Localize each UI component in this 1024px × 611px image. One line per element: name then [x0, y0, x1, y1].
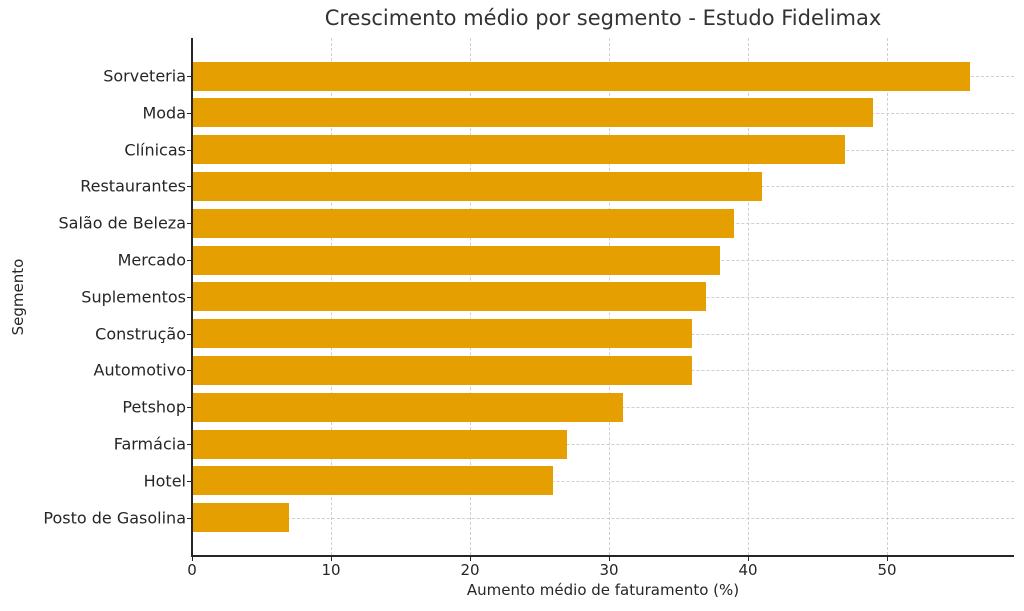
y-tick-label: Construção — [95, 324, 186, 344]
y-tick — [187, 407, 192, 409]
bar-automotivo — [192, 355, 693, 385]
bar-posto-de-gasolina — [192, 503, 290, 533]
x-tick-label: 40 — [738, 561, 758, 579]
y-tick — [187, 186, 192, 188]
x-tick — [609, 556, 610, 561]
y-tick-label: Posto de Gasolina — [43, 508, 186, 528]
y-tick-label: Moda — [142, 103, 186, 123]
x-tick-label: 50 — [877, 561, 897, 579]
x-tick — [192, 556, 193, 561]
y-tick-label: Automotivo — [93, 360, 187, 380]
y-tick-label: Clínicas — [124, 140, 186, 160]
bar-clínicas — [192, 135, 846, 165]
y-tick — [187, 296, 192, 298]
x-tick — [331, 556, 332, 561]
x-tick — [748, 556, 749, 561]
y-tick — [187, 76, 192, 77]
x-tick-label: 10 — [321, 561, 341, 579]
vertical-gridline — [887, 38, 888, 555]
y-tick-label: Petshop — [122, 397, 186, 417]
horizontal-gridline — [192, 480, 1014, 482]
y-tick — [187, 260, 192, 261]
x-tick-label: 0 — [187, 561, 197, 579]
bar-restaurantes — [192, 171, 762, 201]
bar-farmácia — [192, 429, 568, 459]
y-tick — [187, 149, 192, 151]
bar-salão-de-beleza — [192, 208, 735, 238]
vertical-gridline — [748, 38, 749, 555]
y-tick-label: Sorveteria — [103, 66, 186, 86]
y-tick — [187, 370, 192, 372]
horizontal-gridline — [192, 444, 1014, 445]
bar-construção — [192, 319, 693, 349]
chart-title: Crescimento médio por segmento - Estudo … — [324, 6, 882, 30]
y-tick — [187, 112, 192, 114]
x-tick — [470, 556, 471, 561]
plot-area — [192, 38, 1014, 555]
x-tick-label: 20 — [460, 561, 480, 579]
y-axis-title: Segmento — [9, 258, 27, 336]
y-tick-label: Farmácia — [113, 434, 186, 454]
y-tick-label: Suplementos — [81, 287, 186, 307]
y-tick-label: Salão de Beleza — [58, 213, 186, 233]
y-tick — [187, 333, 192, 335]
horizontal-gridline — [192, 517, 1014, 519]
y-tick — [187, 444, 192, 445]
y-tick-label: Restaurantes — [80, 176, 186, 196]
bar-hotel — [192, 466, 554, 496]
bar-suplementos — [192, 282, 707, 312]
x-axis-title: Aumento médio de faturamento (%) — [466, 581, 740, 599]
y-tick-label: Mercado — [117, 250, 186, 270]
y-tick — [187, 223, 192, 225]
bar-sorveteria — [192, 61, 971, 91]
x-tick-label: 30 — [599, 561, 619, 579]
y-tick-label: Hotel — [143, 471, 186, 491]
y-tick — [187, 480, 192, 482]
x-axis-line — [191, 555, 1014, 557]
bar-petshop — [192, 392, 623, 422]
x-tick — [887, 556, 888, 561]
bar-moda — [192, 98, 874, 128]
bar-mercado — [192, 245, 721, 275]
y-tick — [187, 517, 192, 519]
